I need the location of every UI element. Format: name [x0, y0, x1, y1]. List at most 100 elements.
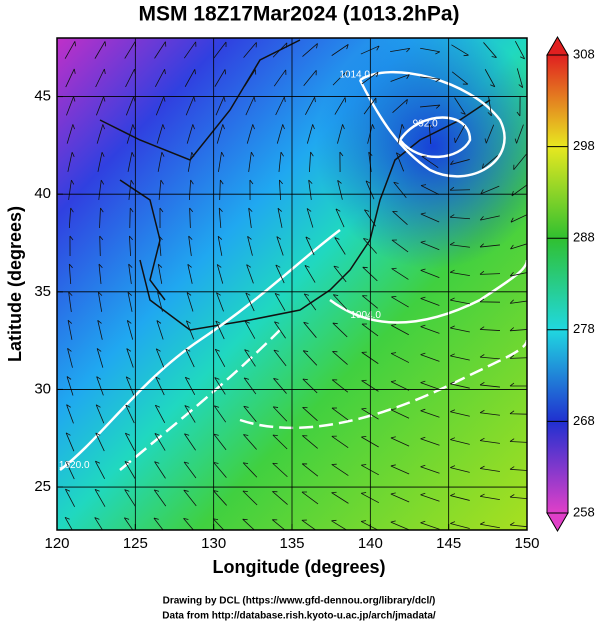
wind-streamline	[479, 437, 500, 444]
wind-streamline	[248, 207, 253, 228]
wind-streamline	[184, 433, 196, 451]
x-tick-label: 150	[514, 535, 539, 552]
wind-streamline	[301, 463, 319, 477]
wind-streamline	[128, 263, 133, 284]
y-tick-label: 35	[34, 283, 51, 300]
wind-streamline	[332, 322, 348, 338]
wind-streamline	[333, 265, 347, 283]
wind-streamline	[278, 151, 284, 172]
wind-streamline	[218, 207, 223, 229]
wind-streamline	[420, 240, 440, 251]
wind-streamline	[246, 264, 254, 284]
wind-streamline	[245, 96, 256, 116]
wind-streamline	[64, 516, 73, 530]
wind-streamline	[244, 69, 257, 87]
wind-streamline	[124, 489, 136, 507]
wind-streamline	[99, 207, 104, 229]
wind-streamline	[390, 74, 410, 82]
wind-streamline	[397, 124, 405, 144]
wind-streamline	[128, 179, 134, 200]
wind-streamline	[483, 42, 497, 58]
wind-streamline	[304, 265, 316, 283]
wind-streamline	[309, 151, 314, 173]
wind-streamline	[513, 153, 527, 171]
wind-streamline	[98, 179, 105, 200]
y-axis-label: Latitude (degrees)	[5, 206, 25, 362]
contour-label: 992.0	[413, 119, 438, 130]
wind-streamline	[272, 406, 288, 422]
wind-streamline	[218, 151, 225, 172]
wind-streamline	[450, 493, 470, 501]
wind-streamline	[420, 268, 440, 278]
wind-streamline	[514, 124, 524, 144]
wind-streamline	[331, 379, 349, 393]
wind-streamline	[217, 235, 223, 256]
isobars	[59, 71, 527, 471]
footer-line: Drawing by DCL (https://www.gfd-dennou.o…	[163, 596, 436, 607]
wind-streamline	[216, 292, 224, 312]
wind-streamline	[214, 377, 226, 395]
wind-streamline	[302, 378, 318, 394]
wind-streamline	[249, 179, 254, 201]
plot-area: 1014.0 992.0 1004.0 1020.0	[57, 38, 527, 530]
wind-streamline	[450, 159, 470, 165]
wind-streamline	[391, 267, 409, 280]
wind-streamline	[303, 69, 317, 87]
coastline	[99, 39, 301, 301]
wind-streamline	[272, 434, 288, 450]
x-tick-label: 140	[358, 535, 383, 552]
x-tick-label: 125	[123, 535, 148, 552]
wind-streamline	[339, 151, 344, 173]
wind-streamline	[421, 155, 439, 168]
colorbar-tick-label: 288	[573, 230, 595, 245]
wind-streamline	[67, 152, 75, 172]
wind-streamline	[213, 41, 227, 59]
wind-streamline	[516, 95, 521, 117]
wind-streamline	[420, 324, 440, 334]
title: MSM 18Z17Mar2024 (1013.2hPa)	[139, 3, 460, 26]
wind-streamline	[247, 235, 253, 256]
wind-streamline	[479, 326, 501, 331]
wind-streamline	[484, 69, 496, 88]
wind-streamline	[96, 348, 104, 368]
wind-streamline	[332, 70, 348, 86]
wind-streamline	[65, 432, 75, 452]
wind-streamline	[68, 291, 73, 312]
wind-streamline	[391, 295, 409, 308]
y-tick-label: 40	[34, 185, 51, 202]
wind-streamline	[157, 292, 163, 312]
wind-streamline	[450, 465, 470, 473]
wind-streamline	[303, 293, 317, 311]
wind-streamline	[242, 490, 258, 506]
wind-streamline	[246, 124, 255, 144]
wind-streamline	[129, 235, 133, 257]
wind-streamline	[301, 491, 319, 505]
wind-streamline	[337, 179, 343, 200]
wind-streamline	[449, 214, 471, 220]
wind-streamline	[420, 464, 440, 474]
wind-streamline	[302, 43, 318, 57]
wind-streamline	[302, 435, 318, 449]
wind-streamline	[331, 491, 349, 504]
wind-streamline	[187, 151, 195, 172]
wind-streamline	[272, 462, 288, 478]
wind-streamline	[243, 405, 257, 423]
wind-streamline	[188, 179, 194, 201]
wind-streamline	[334, 97, 347, 115]
wind-streamline	[154, 68, 166, 88]
wind-streamline	[303, 321, 317, 338]
colorbar-tick-label: 278	[573, 321, 595, 336]
wind-streamline	[242, 462, 258, 478]
wind-streamline	[390, 520, 410, 530]
wind-streamline	[248, 151, 255, 172]
wind-streamline	[481, 155, 498, 169]
wind-streamline	[125, 376, 135, 396]
wind-streamline	[273, 69, 287, 87]
wind-streamline	[65, 488, 75, 508]
wind-streamline	[331, 463, 349, 476]
wind-streamline	[514, 40, 526, 60]
wind-streamline	[214, 348, 226, 367]
x-tick-label: 145	[436, 535, 461, 552]
wind-streamline	[124, 461, 136, 479]
wind-streamline	[420, 352, 440, 362]
